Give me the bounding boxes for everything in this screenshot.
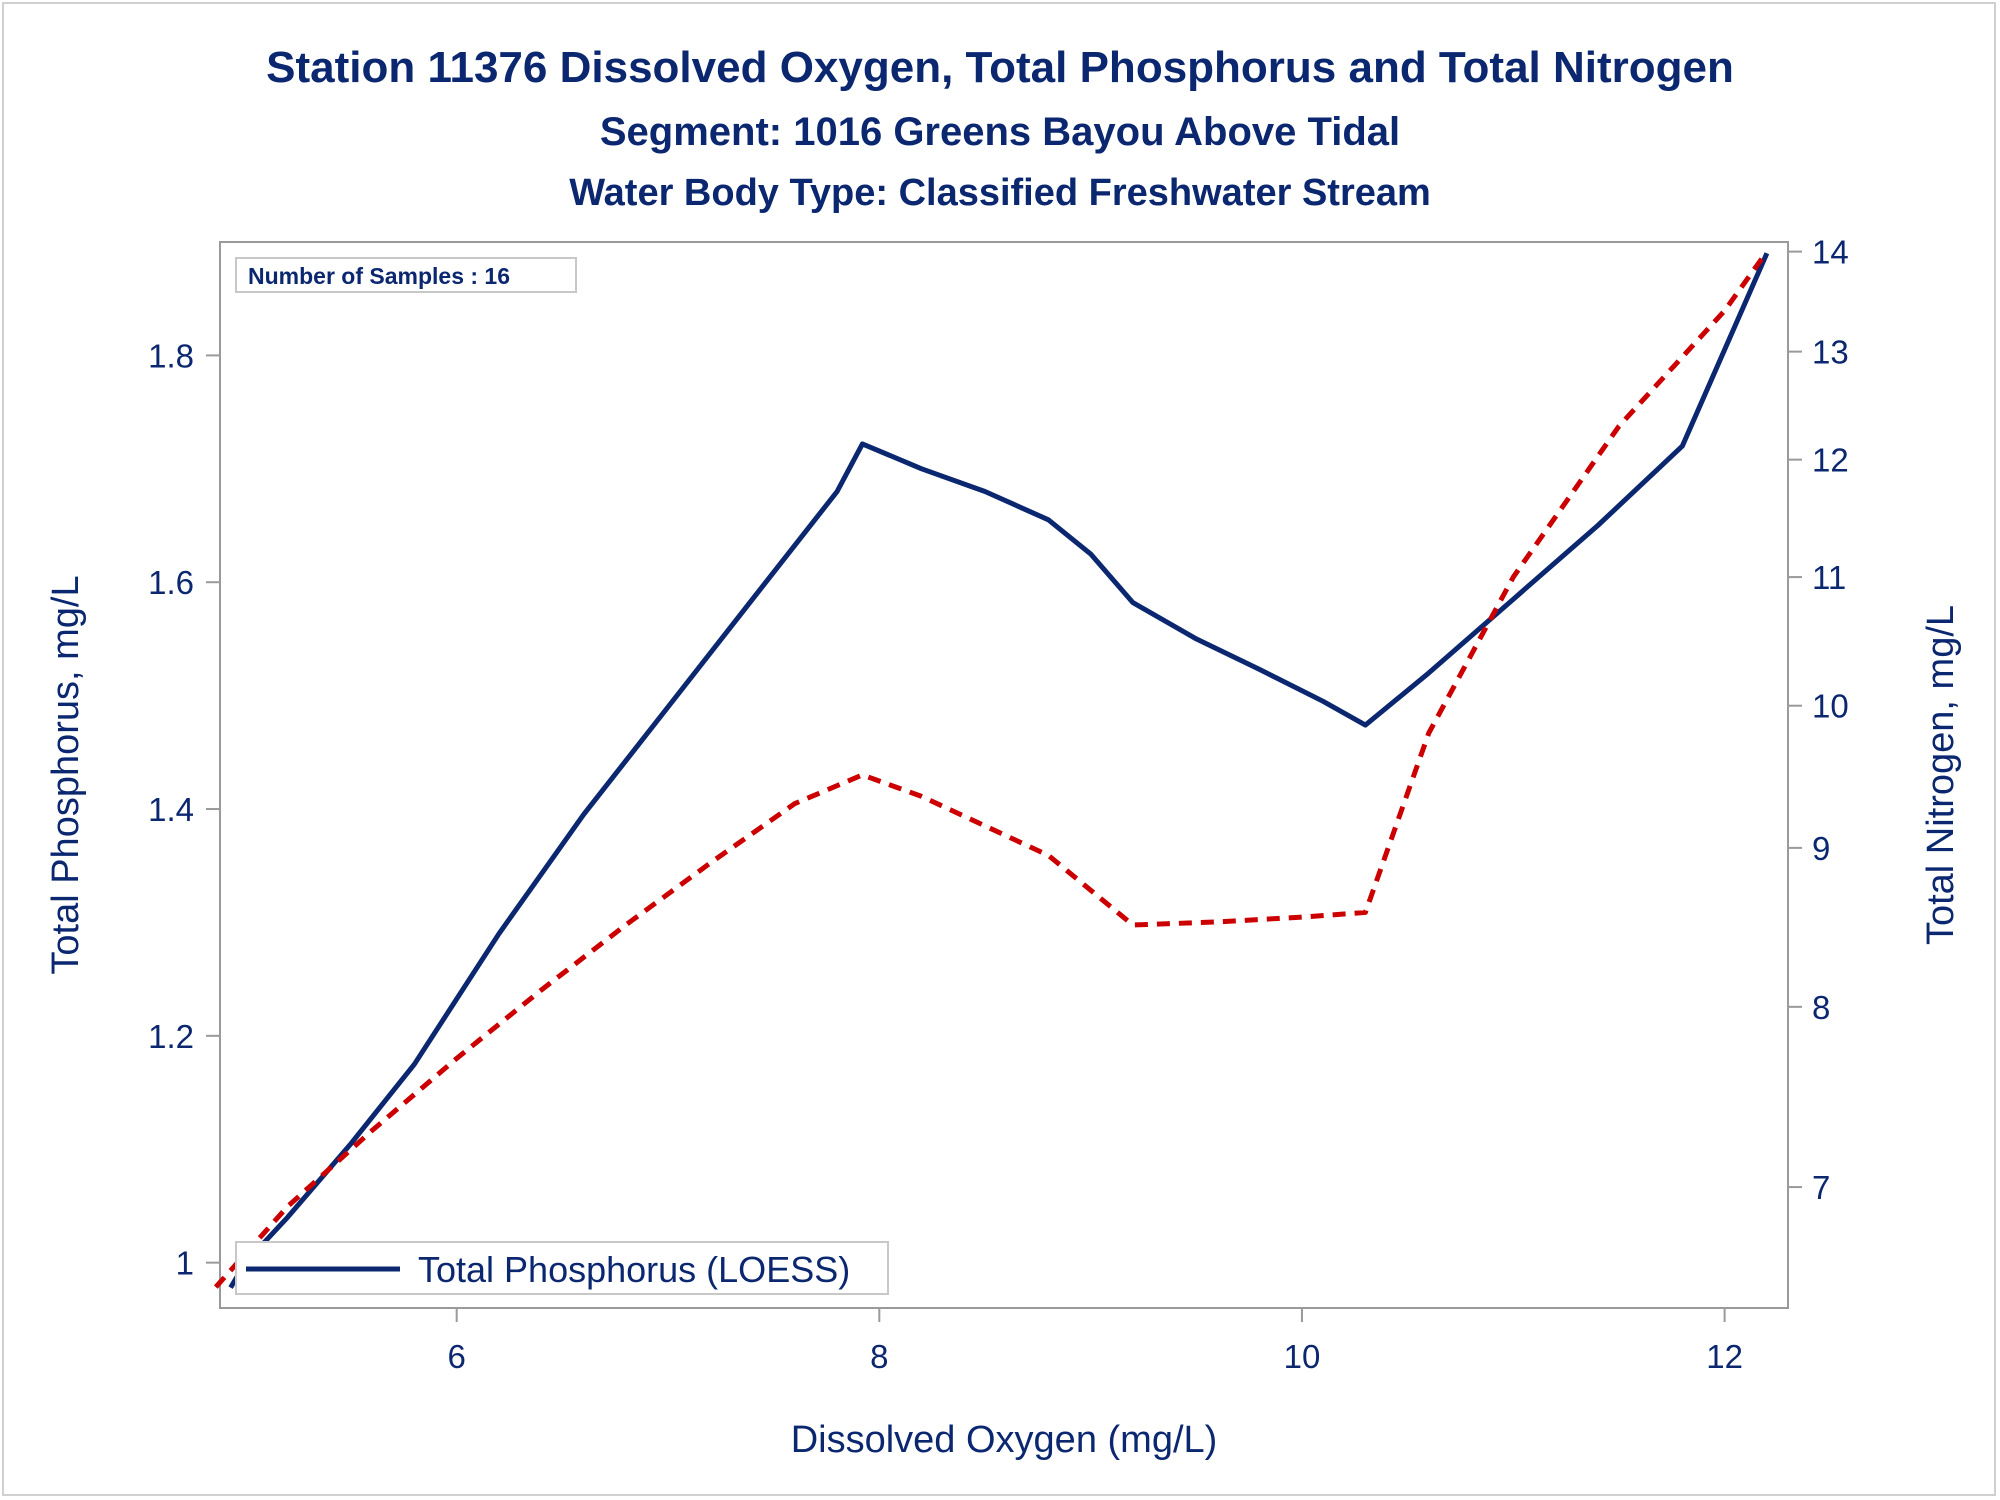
sample-count-annotation: Number of Samples : 16 <box>235 257 577 293</box>
y-right-tick-label: 12 <box>1812 442 1849 479</box>
y-right-tick-label: 9 <box>1812 830 1830 867</box>
total-nitrogen-loess-line <box>213 250 1769 1289</box>
y-left-tick-label: 1.4 <box>148 791 194 828</box>
legend-label: Total Phosphorus (LOESS) <box>418 1249 850 1290</box>
chart-subtitle: Segment: 1016 Greens Bayou Above Tidal <box>600 110 1400 154</box>
x-axis-label: Dissolved Oxygen (mg/L) <box>791 1419 1218 1461</box>
annotation-text: Number of Samples : 16 <box>248 263 510 289</box>
y-right-tick-label: 7 <box>1812 1169 1830 1206</box>
x-tick-label: 6 <box>447 1338 465 1375</box>
x-tick-label: 10 <box>1284 1338 1321 1375</box>
chart-subtitle-2: Water Body Type: Classified Freshwater S… <box>569 172 1431 214</box>
x-tick-label: 12 <box>1706 1338 1743 1375</box>
chart-title: Station 11376 Dissolved Oxygen, Total Ph… <box>266 43 1734 92</box>
y-left-tick-label: 1.2 <box>148 1018 194 1055</box>
y-axis-left-label: Total Phosphorus, mg/L <box>45 575 87 974</box>
y-axis-left: 1 1.2 1.4 1.6 1.8 <box>148 337 220 1282</box>
y-right-tick-label: 10 <box>1812 688 1849 725</box>
y-right-tick-label: 8 <box>1812 989 1830 1026</box>
y-left-tick-label: 1 <box>176 1245 194 1282</box>
total-phosphorus-loess-line <box>228 252 1770 1289</box>
x-tick-label: 8 <box>870 1338 888 1375</box>
x-axis: 6 8 10 12 <box>447 1308 1743 1375</box>
y-left-tick-label: 1.8 <box>148 337 194 374</box>
y-right-tick-label: 14 <box>1812 234 1849 271</box>
annotation-box <box>235 257 577 293</box>
y-right-tick-label: 13 <box>1812 334 1849 371</box>
y-axis-right: 7 8 9 10 11 12 13 14 <box>1788 234 1849 1206</box>
y-right-tick-label: 11 <box>1812 559 1846 596</box>
series-layer <box>213 250 1770 1289</box>
plot-area <box>219 241 1789 1309</box>
y-left-tick-label: 1.6 <box>148 564 194 601</box>
legend: Total Phosphorus (LOESS) <box>235 1241 889 1295</box>
y-axis-right-label: Total Nitrogen, mg/L <box>1920 605 1962 945</box>
